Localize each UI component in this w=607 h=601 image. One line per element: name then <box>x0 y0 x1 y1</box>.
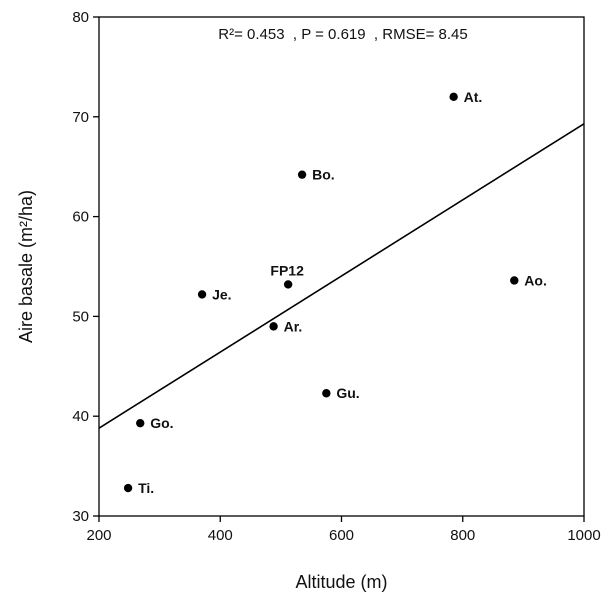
data-point <box>123 483 133 493</box>
data-point <box>322 389 331 398</box>
y-tick-label: 70 <box>72 109 89 126</box>
y-tick-label: 60 <box>72 209 89 226</box>
x-tick-label: 600 <box>329 527 354 544</box>
point-label: FP12 <box>270 262 304 278</box>
point-label: Ao. <box>524 272 547 288</box>
data-point <box>136 418 145 428</box>
data-point <box>269 322 278 331</box>
data-point <box>449 92 458 102</box>
data-point <box>197 290 207 299</box>
fit-statistics-annotation: R²= 0.453 , P = 0.619 , RMSE= 8.45 <box>218 26 467 43</box>
data-point <box>510 276 519 285</box>
x-axis-title: Altitude (m) <box>295 572 387 592</box>
point-label: Ti. <box>138 480 154 496</box>
point-label: Go. <box>150 415 173 431</box>
x-tick-label: 1000 <box>567 527 600 544</box>
axes: 200 400 600 800 1000 30 40 50 60 70 80 <box>72 9 600 544</box>
point-label: Bo. <box>312 167 335 183</box>
y-axis-title: Aire basale (m²/ha) <box>16 190 36 343</box>
x-tick-label: 400 <box>208 527 233 544</box>
plot-frame <box>98 16 585 517</box>
data-point <box>283 280 293 289</box>
point-label: At. <box>464 89 483 105</box>
regression-line-group <box>98 123 585 429</box>
regression-line <box>98 123 585 429</box>
y-tick-label: 40 <box>72 408 89 425</box>
y-tick-label: 80 <box>72 9 89 26</box>
point-label: Ar. <box>284 318 303 334</box>
y-tick-label: 30 <box>72 508 89 525</box>
x-tick-label: 800 <box>450 527 475 544</box>
x-tick-label: 200 <box>86 527 111 544</box>
point-label: Gu. <box>336 385 359 401</box>
point-label: Je. <box>212 286 231 302</box>
y-tick-label: 50 <box>72 308 89 325</box>
data-points: Ti. Go. Je. Ar. FP12 Bo. Gu. At. Ao. <box>123 89 547 496</box>
data-point <box>297 170 307 179</box>
